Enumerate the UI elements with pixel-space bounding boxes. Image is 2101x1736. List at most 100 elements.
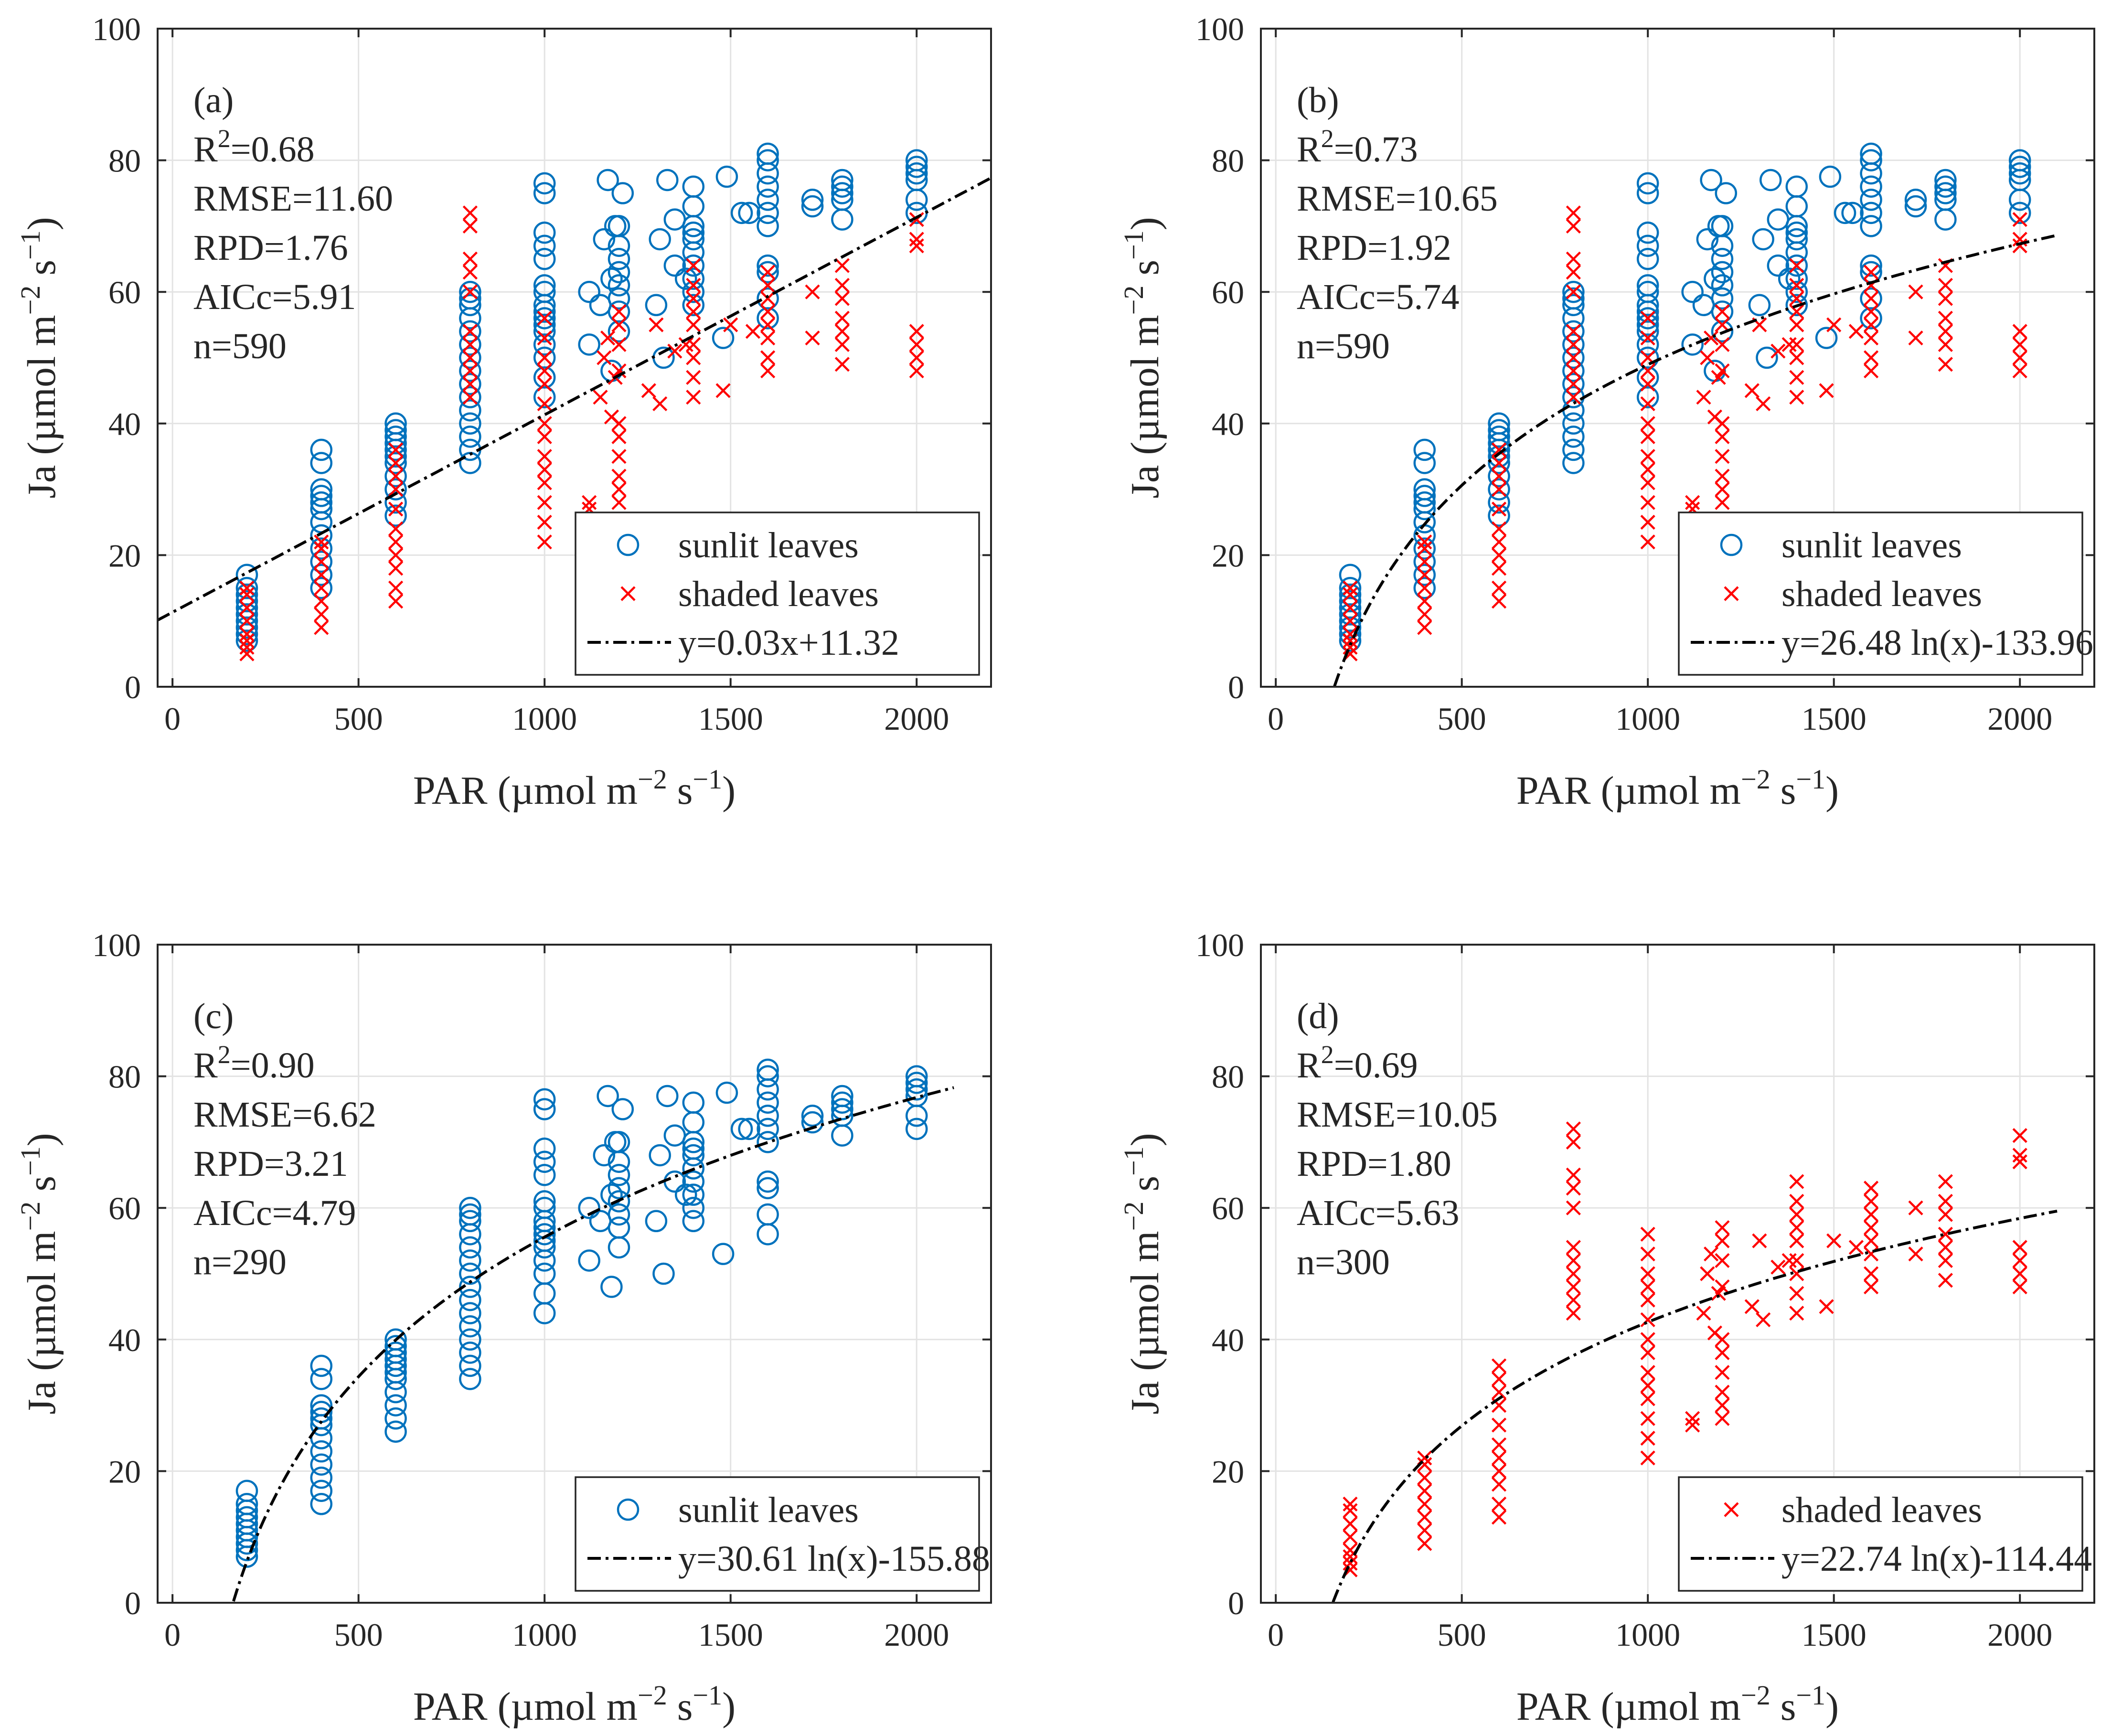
x-tick-label: 500	[334, 701, 383, 737]
sunlit-point	[310, 485, 333, 507]
sunlit-point	[905, 1118, 928, 1140]
sunlit-point	[1841, 202, 1864, 224]
sunlit-point	[1934, 175, 1957, 198]
sunlit-point	[1413, 452, 1436, 474]
sunlit-point	[1562, 333, 1585, 356]
markers	[235, 142, 928, 661]
shaded-point	[1848, 324, 1864, 339]
shaded-point	[1566, 265, 1581, 280]
shaded-point	[597, 350, 612, 365]
sunlit-point	[1904, 189, 1927, 211]
sunlit-point	[831, 1085, 853, 1108]
shaded-point	[1826, 317, 1842, 332]
shaded-point	[760, 350, 776, 365]
shaded-point	[834, 357, 850, 372]
legend: sunlit leaves y=30.61 ln(x)-155.88	[575, 1476, 990, 1592]
shaded-point	[760, 277, 776, 293]
sunlit-point	[1636, 346, 1659, 369]
shaded-point	[1566, 251, 1581, 266]
shaded-point	[611, 416, 627, 431]
x-tick-label: 1000	[512, 1617, 577, 1653]
sunlit-point	[310, 577, 333, 599]
shaded-point	[1938, 357, 1953, 372]
sunlit-point	[611, 1098, 634, 1120]
shaded-point	[1343, 1555, 1358, 1571]
shaded-point	[314, 541, 329, 556]
sunlit-point	[608, 215, 630, 237]
sunlit-point	[608, 1236, 630, 1259]
shaded-point	[1417, 541, 1432, 556]
shaded-point	[1491, 469, 1507, 484]
shaded-point	[1566, 390, 1581, 405]
shaded-point	[649, 317, 664, 332]
sunlit-point	[1413, 550, 1436, 573]
shaded-point	[1640, 1378, 1655, 1393]
shaded-point	[1491, 561, 1507, 576]
shaded-point	[388, 442, 404, 458]
x-tick-label: 0	[164, 701, 181, 737]
shaded-point	[1566, 324, 1581, 339]
shaded-point	[909, 337, 924, 352]
sunlit-point	[757, 202, 779, 224]
y-tick-label: 20	[1212, 1453, 1244, 1490]
shaded-point	[1863, 363, 1879, 379]
shaded-point	[834, 277, 850, 293]
sunlit-point	[652, 1262, 675, 1285]
sunlit-point	[757, 1131, 779, 1153]
shaded-point	[1756, 1312, 1771, 1328]
shaded-point	[537, 429, 552, 444]
sunlit-point	[831, 182, 853, 204]
sunlit-point	[757, 142, 779, 165]
shaded-point	[686, 390, 701, 405]
shaded-point	[462, 390, 478, 405]
sunlit-point	[905, 1065, 928, 1087]
sunlit-point	[1711, 261, 1734, 284]
shaded-point	[1566, 1266, 1581, 1281]
sunlit-point	[533, 248, 556, 270]
shaded-point	[239, 633, 255, 649]
sunlit-point	[1413, 485, 1436, 507]
sunlit-point	[1681, 280, 1704, 303]
shaded-point	[1715, 1332, 1730, 1347]
n-stat: n=590	[1297, 326, 1390, 366]
sunlit-point	[608, 1164, 630, 1186]
shaded-point	[1863, 265, 1879, 280]
sunlit-point	[757, 1203, 779, 1226]
sunlit-point	[310, 452, 333, 474]
shaded-point	[686, 337, 701, 352]
shaded-point	[1685, 495, 1700, 510]
shaded-point	[1789, 258, 1804, 273]
sunlit-point	[1860, 175, 1882, 198]
sunlit-point	[533, 1088, 556, 1111]
sunlit-point	[459, 412, 481, 435]
sunlit-point	[310, 1480, 333, 1502]
sunlit-point	[682, 1170, 705, 1193]
shaded-point	[1566, 1181, 1581, 1196]
shaded-point	[239, 613, 255, 628]
sunlit-point	[757, 1223, 779, 1246]
sunlit-point	[645, 294, 668, 317]
sunlit-point	[715, 165, 738, 188]
sunlit-point	[757, 254, 779, 277]
sunlit-point	[1339, 590, 1362, 613]
shaded-point	[611, 449, 627, 464]
sunlit-point	[2008, 149, 2031, 171]
sunlit-point	[1760, 169, 1782, 192]
shaded-point	[1566, 1200, 1581, 1215]
sunlit-point	[1785, 221, 1808, 244]
shaded-point	[1863, 350, 1879, 365]
shaded-point	[1491, 501, 1507, 517]
shaded-point	[1640, 1312, 1655, 1328]
sunlit-point	[1562, 452, 1585, 474]
sunlit-point	[801, 1111, 824, 1134]
sunlit-point	[459, 426, 481, 448]
sunlit-point	[384, 1335, 407, 1357]
shaded-point	[1789, 277, 1804, 293]
sunlit-point	[1934, 208, 1957, 231]
sunlit-point	[738, 1118, 760, 1140]
shaded-point	[314, 580, 329, 596]
shaded-point	[1566, 1121, 1581, 1137]
legend-label: sunlit leaves	[678, 1490, 859, 1530]
legend-label: sunlit leaves	[678, 525, 859, 565]
shaded-point	[723, 317, 738, 332]
